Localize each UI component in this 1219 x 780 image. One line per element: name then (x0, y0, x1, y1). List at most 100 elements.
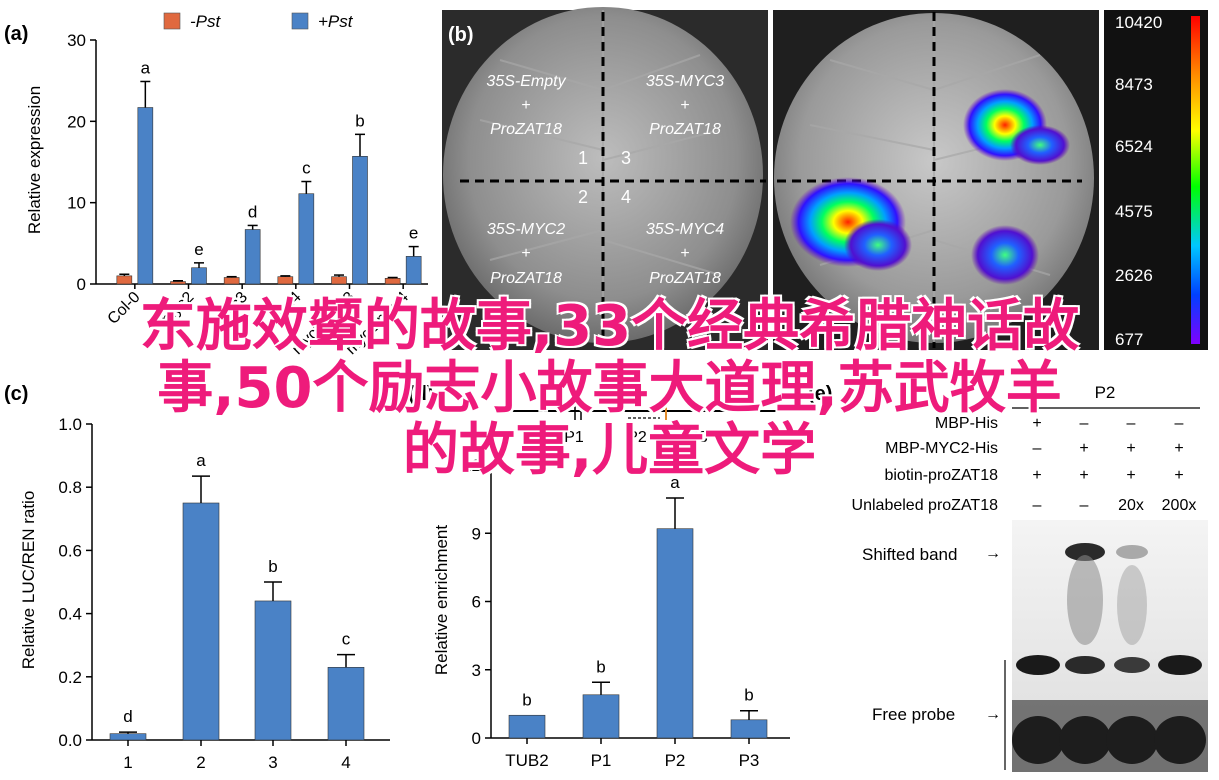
condition-row-unlabeled-prozat18: Unlabeled proZAT18 – – 20x 200x (852, 497, 1197, 514)
condition-cell: + (1079, 467, 1088, 484)
quadrant-number-2: 2 (578, 187, 588, 207)
condition-label: MBP-MYC2-His (885, 440, 998, 457)
condition-label: biotin-proZAT18 (884, 467, 998, 484)
shifted-band-label: Shifted band (862, 545, 957, 564)
bar-minus-pst (223, 277, 240, 285)
x-tick-label: 3 (268, 753, 277, 772)
y-tick-label: 3 (472, 661, 481, 680)
panel-c: (c) Relative LUC/REN ratio 0.00.20.40.60… (4, 383, 390, 772)
colorbar-tick: 6524 (1115, 137, 1153, 156)
panel-d-gene-diagram: P1 P2 P3 (500, 398, 780, 446)
legend-label-plus-pst: +Pst (318, 12, 354, 31)
shifted-band-lane3 (1116, 545, 1148, 559)
bar-plus-pst (405, 256, 422, 285)
smear-lane2 (1067, 555, 1103, 645)
significance-letter: c (302, 159, 311, 178)
label-prozat18: ProZAT18 (649, 270, 721, 287)
panel-a-legend: -Pst +Pst (163, 12, 354, 31)
condition-cell: + (1174, 440, 1183, 457)
panel-d: (d) P1 P2 P3 Relative enrichment 0 3 6 9 12 b… (408, 383, 790, 770)
significance-letter: b (744, 686, 753, 705)
condition-row-mbp-myc2-his: MBP-MYC2-His – + + + (885, 440, 1184, 457)
overlay-caption: 东施效颦的故事,33个经典希腊神话故 事,50个励志小故事大道理,苏武牧羊 的故… (0, 296, 1219, 482)
panel-e: (e) P2 MBP-His + – – – MBP-MYC2-His – + … (808, 383, 1208, 772)
label-plus: + (521, 245, 530, 262)
significance-letter: e (409, 224, 418, 243)
condition-cell: + (1126, 467, 1135, 484)
y-tick-label: 0.0 (58, 731, 82, 750)
bar-minus-pst (331, 276, 347, 285)
y-tick-label: 9 (472, 524, 481, 543)
bar-minus-pst (170, 281, 186, 285)
condition-cell: + (1079, 440, 1088, 457)
overlay-line-2: 事,50个励志小故事大道理,苏武牧羊 (157, 356, 1062, 421)
condition-cell: + (1032, 467, 1041, 484)
condition-cell: – (1175, 415, 1184, 432)
bar (254, 600, 292, 741)
free-probe-haze (1012, 700, 1208, 772)
bar (182, 502, 220, 741)
label-plus: + (521, 97, 530, 114)
free-probe-label: Free probe (872, 705, 955, 724)
bar-plus-pst (244, 229, 261, 285)
panel-d-ylabel: Relative enrichment (432, 525, 451, 676)
x-tick-label: P3 (739, 751, 760, 770)
shifted-band-arrow-icon: → (985, 545, 1001, 562)
significance-letter: c (342, 630, 351, 649)
bar (582, 694, 620, 739)
emsa-conditions: MBP-His + – – – MBP-MYC2-His – + + + bio… (852, 415, 1197, 514)
x-tick-label: P1 (591, 751, 612, 770)
x-tick-label: 4 (341, 753, 350, 772)
significance-letter: b (355, 111, 364, 130)
legend-swatch-minus-pst (163, 12, 181, 30)
x-tick-label: P2 (665, 751, 686, 770)
significance-letter: b (268, 557, 277, 576)
condition-row-biotin-prozat18: biotin-proZAT18 + + + + (884, 467, 1183, 484)
label-35s-empty: 35S-Empty (486, 73, 566, 90)
signal-myc4 (971, 225, 1039, 285)
gene-label-p2: P2 (627, 429, 647, 446)
y-tick-label: 1.0 (58, 415, 82, 434)
condition-cell: – (1080, 497, 1089, 514)
y-tick-label: 10 (67, 194, 86, 213)
bar-plus-pst (137, 107, 154, 285)
condition-cell: 200x (1162, 497, 1197, 514)
panel-d-plot: 0 3 6 9 12 b TUB2 b P1 a P2 b P3 (462, 456, 790, 770)
quadrant-number-3: 3 (621, 148, 631, 168)
condition-label: Unlabeled proZAT18 (852, 497, 999, 514)
significance-letter: e (194, 240, 203, 259)
panel-c-ylabel: Relative LUC/REN ratio (19, 491, 38, 670)
signal-myc3-edge (1010, 125, 1070, 165)
band-lane2-upper (1065, 656, 1105, 674)
band-lane1-upper (1016, 655, 1060, 675)
bar (327, 667, 365, 741)
y-tick-label: 0.4 (58, 605, 82, 624)
significance-letter: b (596, 657, 605, 676)
band-lane4-upper (1158, 655, 1202, 675)
emsa-gel (1012, 520, 1208, 772)
condition-cell: + (1174, 467, 1183, 484)
condition-cell: + (1032, 415, 1041, 432)
y-tick-label: 12 (462, 456, 481, 475)
y-tick-label: 0 (77, 275, 86, 294)
colorbar-panel (1104, 10, 1208, 350)
colorbar-gradient (1191, 16, 1200, 344)
bar-plus-pst (352, 156, 368, 285)
condition-cell: 20x (1118, 497, 1144, 514)
label-35s-myc2: 35S-MYC2 (487, 221, 565, 238)
y-tick-label: 6 (472, 593, 481, 612)
overlay-line-3: 的故事,儿童文学 (402, 418, 817, 483)
colorbar-tick: 10420 (1115, 13, 1162, 32)
band-lane3-upper (1114, 657, 1150, 673)
condition-row-mbp-his: MBP-His + – – – (935, 415, 1184, 432)
probe-header: P2 (1095, 383, 1116, 402)
panel-c-label: (c) (4, 383, 28, 405)
bar (508, 714, 546, 739)
bar (109, 733, 147, 741)
bar (730, 719, 768, 739)
condition-cell: – (1080, 415, 1089, 432)
quadrant-numbers: 1 2 3 4 (578, 148, 631, 207)
panel-b-label: (b) (448, 24, 474, 46)
significance-letter: d (248, 202, 257, 221)
